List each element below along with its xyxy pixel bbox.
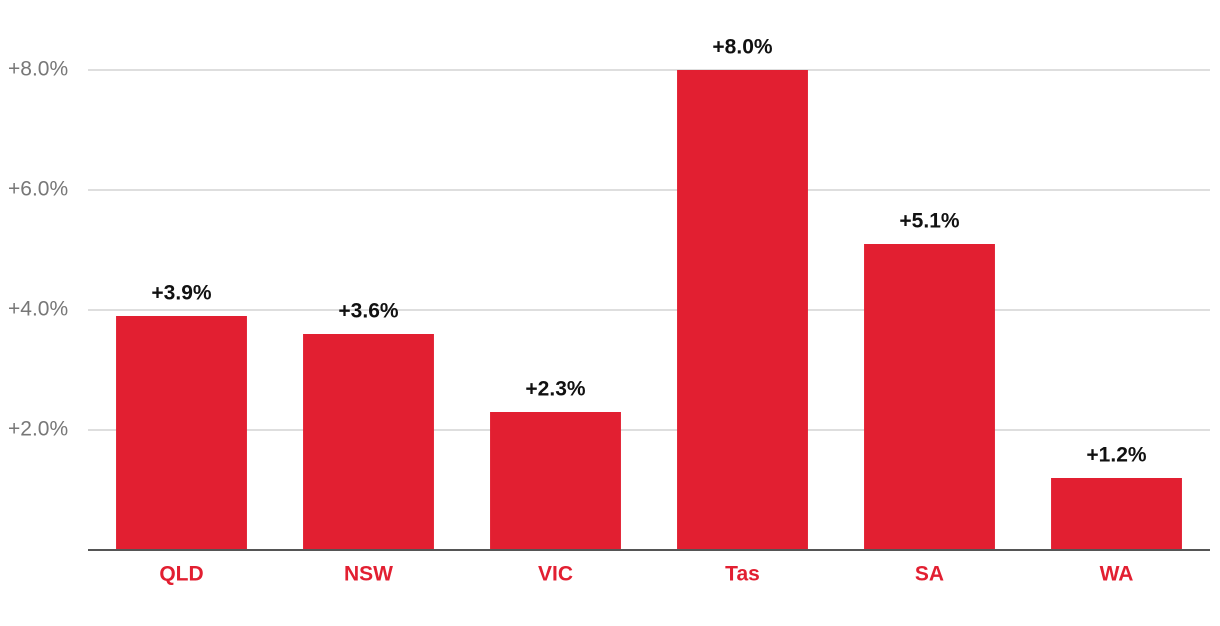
value-label: +8.0% (712, 36, 772, 59)
bar (303, 334, 434, 550)
x-tick-label: QLD (159, 563, 203, 586)
y-tick-label: +4.0% (8, 298, 68, 321)
x-tick-label: NSW (344, 563, 393, 586)
value-label: +2.3% (525, 378, 585, 401)
y-tick-label: +2.0% (8, 418, 68, 441)
y-tick-label: +6.0% (8, 178, 68, 201)
bar (864, 244, 995, 550)
x-tick-label: Tas (725, 563, 760, 586)
x-tick-label: WA (1100, 563, 1134, 586)
bar (490, 412, 621, 550)
bar (1051, 478, 1182, 550)
bar (677, 70, 808, 550)
value-label: +3.9% (151, 282, 211, 305)
value-label: +1.2% (1086, 444, 1146, 467)
y-tick-label: +8.0% (8, 58, 68, 81)
value-label: +5.1% (899, 210, 959, 233)
value-label: +3.6% (338, 300, 398, 323)
x-tick-label: VIC (538, 563, 573, 586)
bar (116, 316, 247, 550)
x-tick-label: SA (915, 563, 944, 586)
